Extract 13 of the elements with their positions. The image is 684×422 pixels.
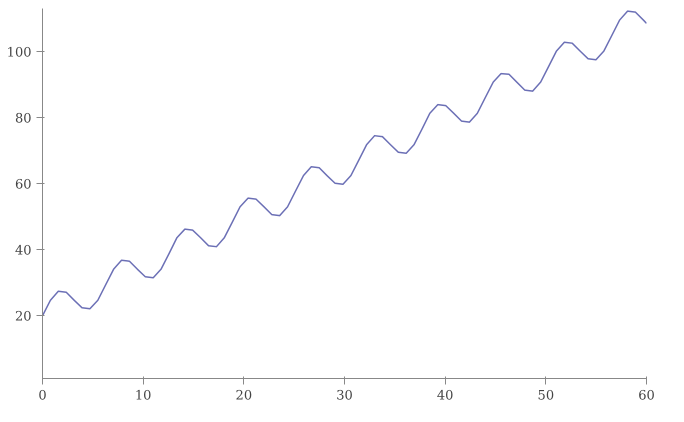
- x-tick-label: 50: [538, 388, 554, 404]
- y-tick-label: 40: [14, 244, 32, 259]
- x-tick-label: 60: [638, 388, 655, 404]
- x-tick-label: 30: [336, 388, 353, 404]
- x-tick-label: 40: [436, 388, 454, 404]
- y-tick-label: 100: [6, 45, 32, 60]
- y-tick-label: 60: [14, 178, 32, 193]
- y-tick-label: 80: [14, 112, 32, 127]
- y-tick-label: 20: [14, 310, 32, 325]
- x-tick-label: 0: [38, 388, 47, 404]
- x-tick-label: 20: [236, 388, 252, 404]
- line-series: [42, 10, 646, 316]
- x-tick-label: 10: [134, 388, 152, 404]
